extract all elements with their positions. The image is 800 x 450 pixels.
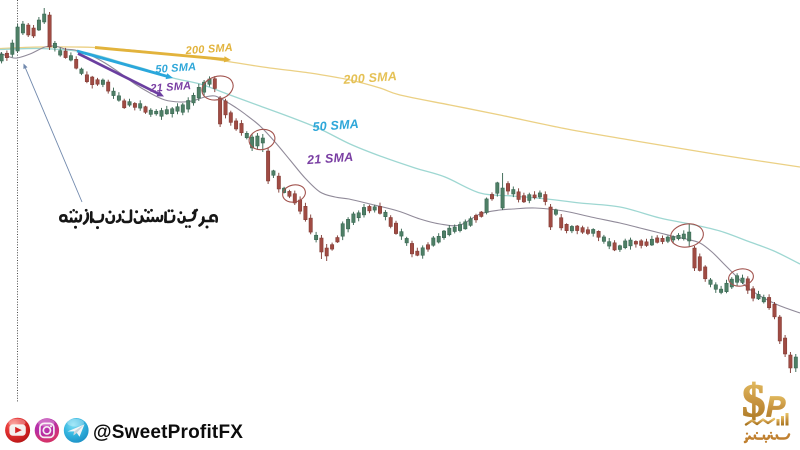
svg-text:21 SMA: 21 SMA	[149, 80, 192, 95]
svg-text:200 SMA: 200 SMA	[342, 69, 397, 87]
svg-text:$: $	[742, 375, 766, 427]
svg-text:50 SMA: 50 SMA	[312, 117, 359, 134]
svg-text:200 SMA: 200 SMA	[184, 42, 233, 57]
svg-text:50 SMA: 50 SMA	[155, 61, 197, 76]
svg-text:@SweetProfitFX: @SweetProfitFX	[93, 422, 243, 443]
svg-text:P: P	[766, 392, 786, 424]
svg-text:21 SMA: 21 SMA	[306, 150, 354, 167]
